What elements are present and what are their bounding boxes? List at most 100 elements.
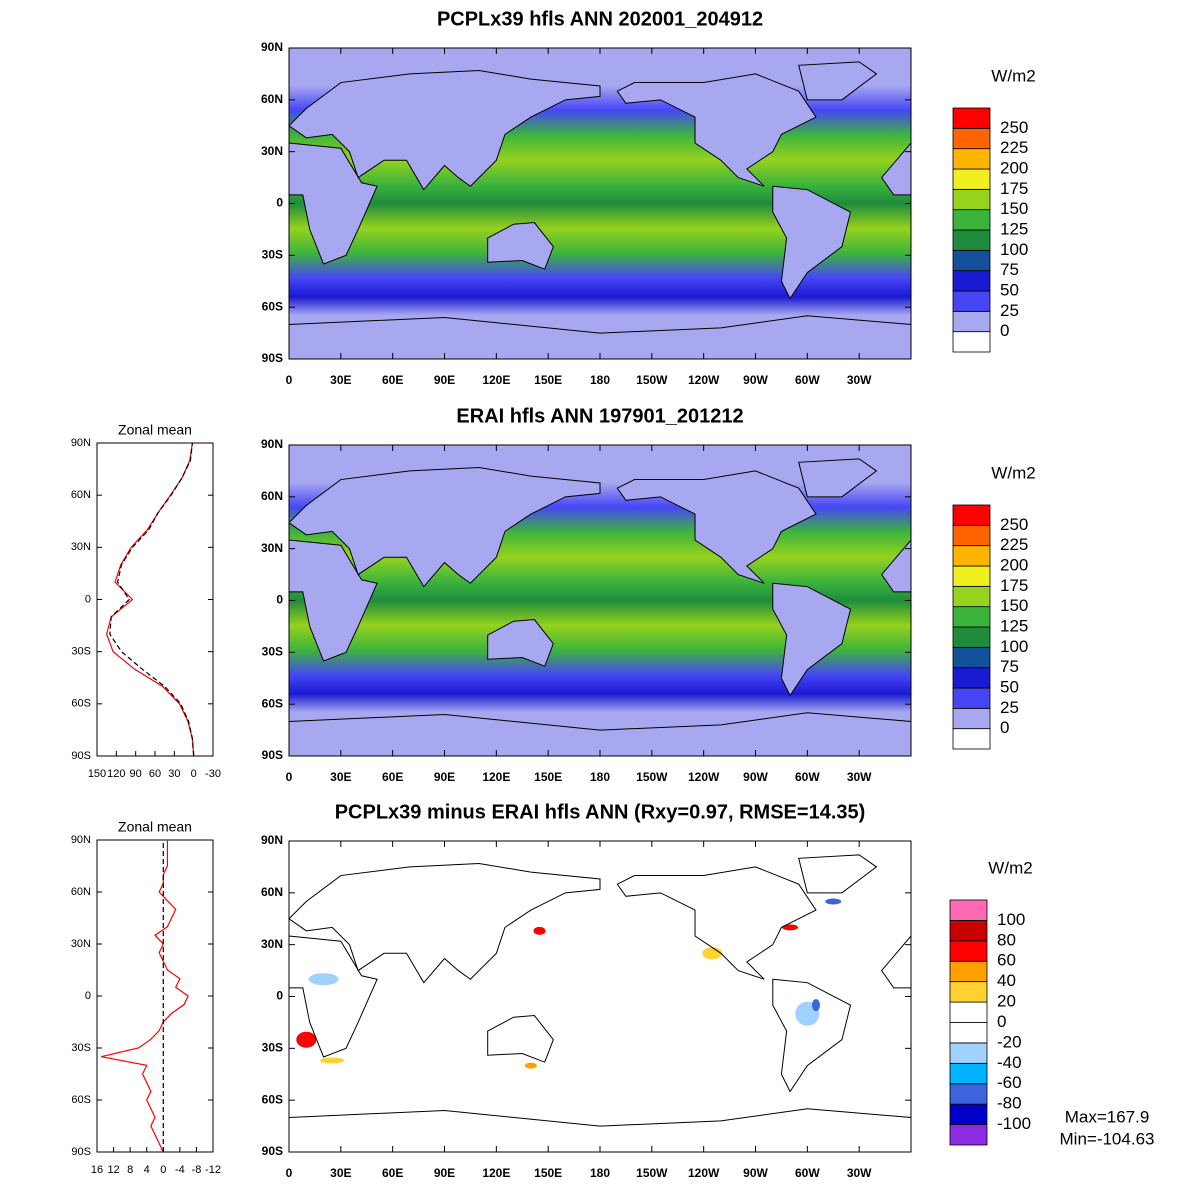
- x-tick-label: 30W: [847, 770, 872, 784]
- x-tick-label: 120E: [482, 770, 510, 784]
- colorbar-box: [949, 1103, 988, 1125]
- anomaly-patch: [533, 926, 546, 935]
- x-tick-label: 30E: [330, 373, 351, 387]
- colorbar-box: [952, 687, 991, 709]
- colorbar-box: [949, 1083, 988, 1105]
- x-tick-label: 150E: [534, 770, 562, 784]
- coastline: [288, 935, 378, 1058]
- coastline: [798, 854, 878, 894]
- y-tick-label: 60S: [71, 1094, 91, 1106]
- x-tick-label: 60E: [382, 373, 403, 387]
- y-tick-label: 60N: [71, 886, 91, 898]
- x-tick-label: 0: [191, 768, 197, 780]
- y-tick-label: 60N: [71, 489, 91, 501]
- colorbar-tick-label: 250: [1000, 515, 1028, 534]
- coastline: [487, 618, 554, 667]
- coastline: [487, 221, 554, 270]
- colorbar-tick-label: 25: [1000, 301, 1019, 320]
- colorbar-tick-label: 60: [997, 951, 1016, 970]
- colorbar-box: [949, 1022, 988, 1044]
- colorbar-box: [952, 504, 991, 526]
- x-tick-label: 30: [168, 768, 180, 780]
- colorbar-tick-label: 80: [997, 930, 1016, 949]
- y-tick-label: 90S: [262, 351, 283, 365]
- colorbar-box: [952, 565, 991, 587]
- colorbar-tick-label: 0: [1000, 718, 1009, 737]
- colorbar-tick-label: 50: [1000, 677, 1019, 696]
- colorbar-box: [952, 524, 991, 547]
- y-tick-label: 30N: [71, 938, 91, 950]
- colorbar-tick-label: 75: [1000, 260, 1019, 279]
- colorbar-box: [949, 981, 988, 1003]
- colorbar-box: [952, 229, 991, 251]
- colorbar-box: [949, 1042, 988, 1064]
- x-tick-label: 12: [107, 1164, 119, 1176]
- colorbar-tick-label: 25: [1000, 698, 1019, 717]
- coastline: [798, 61, 878, 101]
- x-tick-label: 180: [590, 373, 610, 387]
- x-tick-label: 90E: [434, 373, 455, 387]
- colorbar-label: W/m2: [991, 463, 1035, 482]
- x-tick-label: 0: [286, 770, 293, 784]
- anomaly-patch: [320, 1057, 345, 1064]
- colorbar-tick-label: -80: [997, 1094, 1022, 1113]
- colorbar-box: [952, 148, 991, 170]
- anomaly-patch: [782, 924, 799, 931]
- y-tick-label: 90S: [262, 748, 283, 762]
- colorbar-box: [952, 728, 991, 750]
- zonal-line: [101, 840, 189, 1153]
- coastline: [288, 142, 378, 265]
- colorbar-tick-label: 0: [1000, 321, 1009, 340]
- x-tick-label: 60W: [795, 1166, 820, 1180]
- colorbar-tick-label: 20: [997, 992, 1016, 1011]
- y-tick-label: 30S: [262, 248, 283, 262]
- colorbar-box: [952, 331, 991, 353]
- x-tick-label: 30E: [330, 770, 351, 784]
- y-tick-label: 30N: [261, 144, 283, 158]
- colorbar-tick-label: -100: [997, 1114, 1031, 1133]
- y-tick-label: 0: [85, 990, 91, 1002]
- colorbar-box: [952, 310, 991, 333]
- x-tick-label: 30W: [847, 1166, 872, 1180]
- colorbar-box: [949, 1124, 988, 1146]
- y-tick-label: 30N: [71, 541, 91, 553]
- x-tick-label: 120W: [688, 373, 720, 387]
- y-tick-label: 30N: [261, 937, 283, 951]
- colorbar-tick-label: 75: [1000, 657, 1019, 676]
- colorbar-box: [952, 707, 991, 730]
- colorbar-box: [952, 249, 991, 272]
- plot-frame: [96, 442, 214, 757]
- colorbar-box: [949, 1062, 988, 1085]
- x-tick-label: 150E: [534, 373, 562, 387]
- x-tick-label: 90W: [743, 1166, 768, 1180]
- x-tick-label: 60E: [382, 1166, 403, 1180]
- colorbar-tick-label: 50: [1000, 280, 1019, 299]
- colorbar-box: [949, 899, 988, 921]
- anomaly-patch: [811, 999, 820, 1012]
- map-title: ERAI hfls ANN 197901_201212: [456, 405, 743, 427]
- colorbar-tick-label: 100: [1000, 240, 1028, 259]
- y-tick-label: 60S: [262, 1092, 283, 1106]
- x-tick-label: 60W: [795, 770, 820, 784]
- x-tick-label: -4: [175, 1164, 185, 1176]
- y-tick-label: 90N: [261, 833, 283, 847]
- y-tick-label: 60S: [262, 696, 283, 710]
- y-tick-label: 90S: [71, 1146, 91, 1158]
- coastline: [616, 470, 817, 584]
- x-tick-label: 0: [160, 1164, 166, 1176]
- colorbar-tick-label: 125: [1000, 616, 1028, 635]
- coastline: [487, 1014, 554, 1063]
- anomaly-patch: [825, 898, 842, 905]
- x-tick-label: 120E: [482, 373, 510, 387]
- panel-title: Zonal mean: [118, 819, 192, 835]
- zonal-line: [109, 442, 195, 757]
- anomaly-patch: [308, 973, 339, 986]
- colorbar-box: [952, 188, 991, 211]
- colorbar-tick-label: 225: [1000, 535, 1028, 554]
- colorbar-tick-label: 175: [1000, 576, 1028, 595]
- colorbar-box: [952, 646, 991, 669]
- annotation: Max=167.9: [1065, 1107, 1150, 1126]
- colorbar-box: [952, 606, 991, 628]
- colorbar-tick-label: 200: [1000, 158, 1028, 177]
